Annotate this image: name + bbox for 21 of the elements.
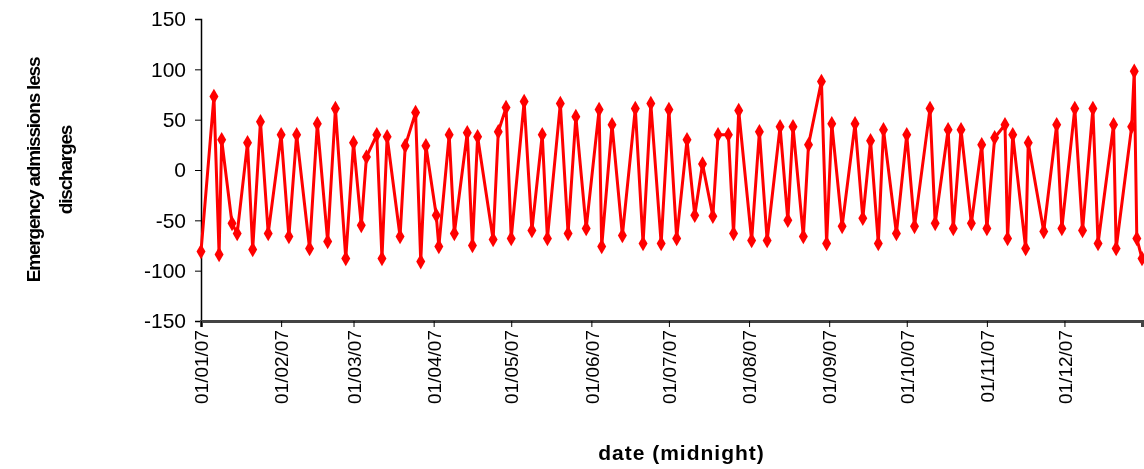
x-axis-title: date (midnight) <box>598 441 765 464</box>
x-tick-label: 01/05/07 <box>501 330 523 404</box>
x-tick-label: 01/01/07 <box>191 330 213 404</box>
x-tick-label: 01/06/07 <box>581 330 603 404</box>
y-tick-label: 100 <box>150 57 186 81</box>
x-tick-label: 01/10/07 <box>896 330 918 404</box>
x-tick-label: 01/09/07 <box>819 330 841 404</box>
x-tick-label: 01/02/07 <box>271 330 293 404</box>
y-tick-label: -150 <box>143 309 186 333</box>
x-tick-label: 01/12/07 <box>1054 330 1076 404</box>
x-tick-label: 01/07/07 <box>659 330 681 404</box>
y-axis-title: Emergency admissions less discharges <box>23 57 76 283</box>
x-tick-label: 01/03/07 <box>343 330 365 404</box>
x-tick-label: 01/04/07 <box>423 330 445 404</box>
y-tick-label: 50 <box>162 107 186 131</box>
y-tick-label: -100 <box>143 258 186 282</box>
x-tick-label: 01/11/07 <box>977 330 999 403</box>
y-tick-label: 0 <box>174 158 186 182</box>
y-tick-label: 150 <box>150 7 186 31</box>
y-tick-label: -50 <box>155 208 186 232</box>
x-tick-label: 01/08/07 <box>739 330 761 404</box>
